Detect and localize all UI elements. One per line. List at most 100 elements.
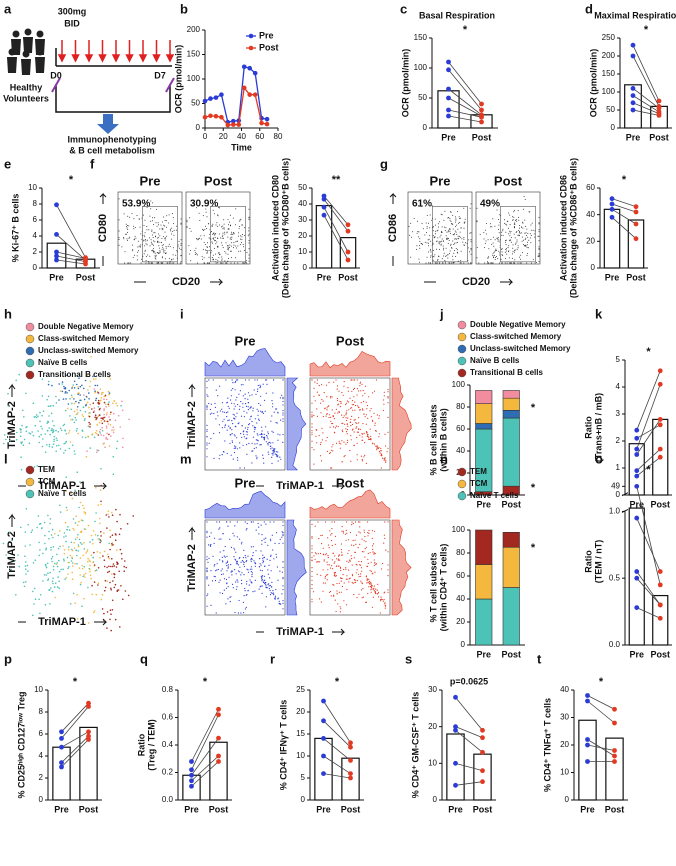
cell-dot (163, 244, 165, 246)
y-axis-label: % CD25ʰⁱᵍʰ CD127ˡᵒʷ Treg (15, 692, 26, 799)
cell-dot (223, 228, 225, 230)
cell-dot (262, 575, 264, 577)
cell-dot (260, 410, 262, 412)
cell-dot (271, 592, 273, 595)
cell-dot (455, 248, 457, 250)
cell-dot (380, 600, 382, 602)
cell-dot (367, 434, 369, 436)
cell-dot (205, 211, 207, 213)
cell-dot (338, 390, 340, 392)
cell-dot (243, 612, 245, 614)
trimap-y-label: TriMAP-2 (6, 401, 18, 449)
cell-dot (210, 250, 212, 252)
cell-dot (142, 214, 144, 216)
cell-dot (359, 543, 361, 546)
chart-title: Maximal Respiration (594, 10, 676, 20)
y-tick-label: 150 (602, 69, 616, 78)
cell-dot (421, 205, 423, 207)
marginal-histogram (309, 489, 391, 519)
subject-line (636, 370, 661, 431)
cell-dot (271, 453, 273, 455)
cell-dot (251, 576, 253, 578)
cell-dot (119, 426, 121, 428)
cell-dot (321, 439, 323, 441)
cell-dot (239, 226, 241, 227)
cell-dot (90, 577, 92, 580)
cell-dot (463, 262, 465, 264)
cell-dot (313, 387, 315, 389)
cell-dot (235, 257, 237, 259)
cell-dot (65, 540, 67, 543)
cell-dot (36, 526, 38, 529)
cell-dot (25, 508, 28, 510)
cell-dot (490, 239, 492, 240)
cell-dot (537, 255, 539, 257)
cell-dot (535, 262, 537, 263)
x-axis-label: Time (231, 142, 252, 152)
cell-dot (23, 438, 26, 441)
cell-dot (164, 219, 166, 221)
cell-dot (130, 262, 132, 264)
cell-dot (513, 216, 515, 218)
y-axis-label: % B cell subsets (428, 404, 438, 475)
cell-dot (424, 241, 426, 243)
legend-swatch (25, 477, 35, 487)
cell-dot (447, 231, 449, 233)
cell-dot (86, 549, 89, 551)
cell-dot (230, 399, 232, 401)
cell-dot (208, 249, 210, 251)
cell-dot (336, 388, 338, 390)
cell-dot (346, 588, 348, 591)
cell-dot (371, 419, 374, 421)
cell-dot (226, 570, 228, 572)
cell-dot (235, 581, 237, 583)
subject-point (189, 759, 194, 764)
panel-letter: j (439, 306, 444, 321)
cell-dot (326, 579, 328, 581)
y-axis-label: (within CD4⁺ T cells) (438, 544, 448, 632)
cell-dot (228, 224, 229, 226)
cell-dot (495, 257, 496, 259)
cell-dot (111, 565, 114, 568)
panel-letter: s (405, 651, 412, 666)
cell-dot (108, 445, 111, 447)
subject-point (633, 204, 639, 210)
cell-dot (317, 521, 319, 523)
cell-dot (88, 415, 91, 418)
cell-dot (253, 431, 255, 433)
cell-dot (38, 435, 41, 438)
cell-dot (452, 228, 454, 230)
subject-point (634, 435, 640, 441)
cell-dot (264, 565, 266, 568)
cell-dot (266, 436, 268, 438)
cell-dot (263, 538, 265, 540)
cell-dot (83, 542, 85, 544)
cell-dot (330, 467, 332, 469)
cell-dot (245, 606, 247, 609)
cell-dot (513, 251, 515, 253)
cell-dot (165, 245, 167, 247)
cell-dot (519, 262, 521, 264)
cell-dot (235, 573, 237, 575)
cell-dot (158, 241, 160, 243)
cell-dot (239, 556, 241, 559)
cell-dot (351, 379, 353, 381)
cell-dot (263, 557, 265, 559)
subject-point (216, 759, 221, 764)
cell-dot (97, 538, 99, 540)
cell-dot (39, 420, 41, 423)
cell-dot (370, 416, 372, 418)
cell-dot (538, 249, 540, 251)
cell-dot (363, 413, 365, 415)
cell-dot (470, 248, 472, 249)
cell-dot (259, 558, 261, 560)
cell-dot (51, 420, 54, 422)
cell-dot (123, 565, 125, 568)
cell-dot (207, 242, 208, 244)
cell-dot (126, 238, 128, 240)
cell-dot (383, 459, 385, 461)
cell-dot (257, 390, 259, 393)
cell-dot (245, 561, 247, 563)
cell-dot (247, 426, 249, 429)
cell-dot (52, 569, 55, 571)
